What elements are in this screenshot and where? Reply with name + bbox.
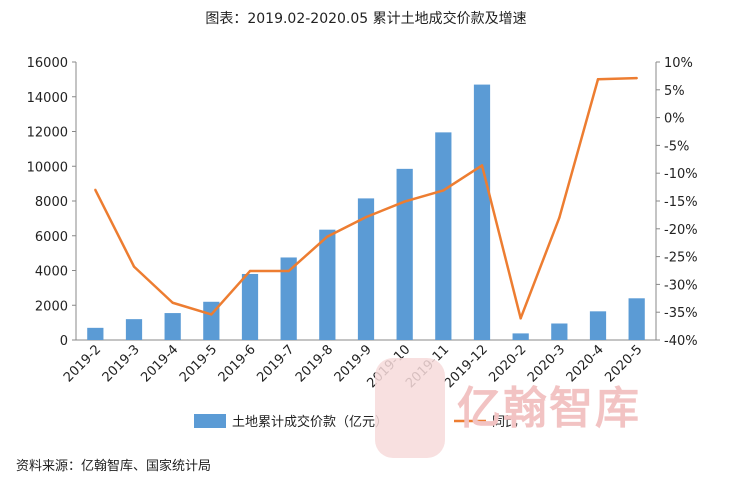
bar-series	[87, 84, 645, 341]
left-tick-label: 14000	[27, 91, 68, 106]
watermark-seal	[375, 358, 445, 458]
x-tick-label: 2019-5	[177, 342, 220, 385]
right-tick-label: -25%	[664, 251, 698, 266]
yoy-point	[248, 269, 252, 273]
yoy-point	[171, 301, 174, 304]
left-tick-label: 2000	[35, 299, 68, 314]
yoy-point	[442, 189, 445, 192]
left-tick-label: 16000	[27, 56, 68, 71]
right-tick-label: -40%	[664, 334, 698, 349]
yoy-point	[132, 265, 136, 268]
left-axis-ticks: 0 2000 4000 6000 8000 10000 12000 14000 16000	[27, 56, 76, 349]
bar	[164, 313, 181, 340]
yoy-point	[596, 78, 600, 81]
yoy-point	[635, 76, 638, 80]
right-tick-label: 10%	[664, 56, 693, 71]
bar	[435, 132, 452, 340]
left-tick-label: 0	[60, 334, 68, 349]
bar	[551, 323, 568, 340]
left-tick-label: 8000	[35, 195, 68, 210]
yoy-point	[403, 200, 406, 203]
right-tick-label: -20%	[664, 223, 698, 238]
yoy-point	[519, 317, 522, 320]
left-tick-label: 10000	[27, 160, 68, 175]
legend-bar-label: 土地累计成交价款（亿元）	[232, 414, 388, 430]
x-tick-label: 2019-8	[293, 342, 336, 385]
bar	[512, 333, 529, 340]
right-axis-ticks: -40% -35% -30% -25% -20% -15% -10% -5% 0% 5% 10%	[656, 56, 698, 349]
yoy-point	[480, 164, 484, 167]
right-tick-label: -30%	[664, 278, 698, 293]
left-tick-label: 6000	[35, 230, 68, 245]
watermark-text: 亿翰智库	[457, 383, 641, 434]
yoy-point	[364, 215, 368, 219]
bar	[319, 229, 336, 340]
yoy-point	[558, 216, 561, 219]
right-tick-label: 0%	[664, 112, 685, 127]
x-tick-label: 2019-4	[138, 342, 181, 385]
source-note: 资料来源：亿翰智库、国家统计局	[16, 459, 212, 474]
right-tick-label: 5%	[664, 84, 685, 99]
yoy-point	[94, 188, 97, 192]
right-tick-label: -10%	[664, 167, 698, 182]
legend-bar-swatch	[194, 414, 226, 428]
bar	[396, 168, 413, 340]
right-tick-label: -5%	[664, 139, 689, 154]
bar	[473, 84, 491, 341]
bar	[589, 311, 607, 340]
bar	[280, 257, 297, 340]
yoy-point	[326, 235, 329, 238]
bar	[87, 327, 104, 340]
left-tick-label: 4000	[35, 265, 68, 280]
yoy-point	[287, 269, 290, 273]
bar	[125, 319, 143, 340]
left-tick-label: 12000	[27, 126, 68, 141]
bar	[357, 198, 375, 340]
right-tick-label: -15%	[664, 195, 698, 210]
watermark-logo: 亿翰智库	[365, 352, 695, 472]
legend: 土地累计成交价款（亿元） 同比	[194, 414, 518, 430]
x-tick-label: 2019-7	[254, 342, 297, 385]
right-tick-label: -35%	[664, 306, 698, 321]
legend-line-label: 同比	[492, 415, 518, 430]
x-tick-label: 2019-6	[216, 342, 259, 385]
yoy-point	[210, 313, 213, 316]
chart-title: 图表：2019.02-2020.05 累计土地成交价款及增速	[205, 11, 527, 27]
x-tick-label: 2019-3	[100, 342, 143, 385]
bar	[628, 298, 645, 340]
bar	[241, 273, 259, 340]
line-series	[94, 76, 638, 320]
